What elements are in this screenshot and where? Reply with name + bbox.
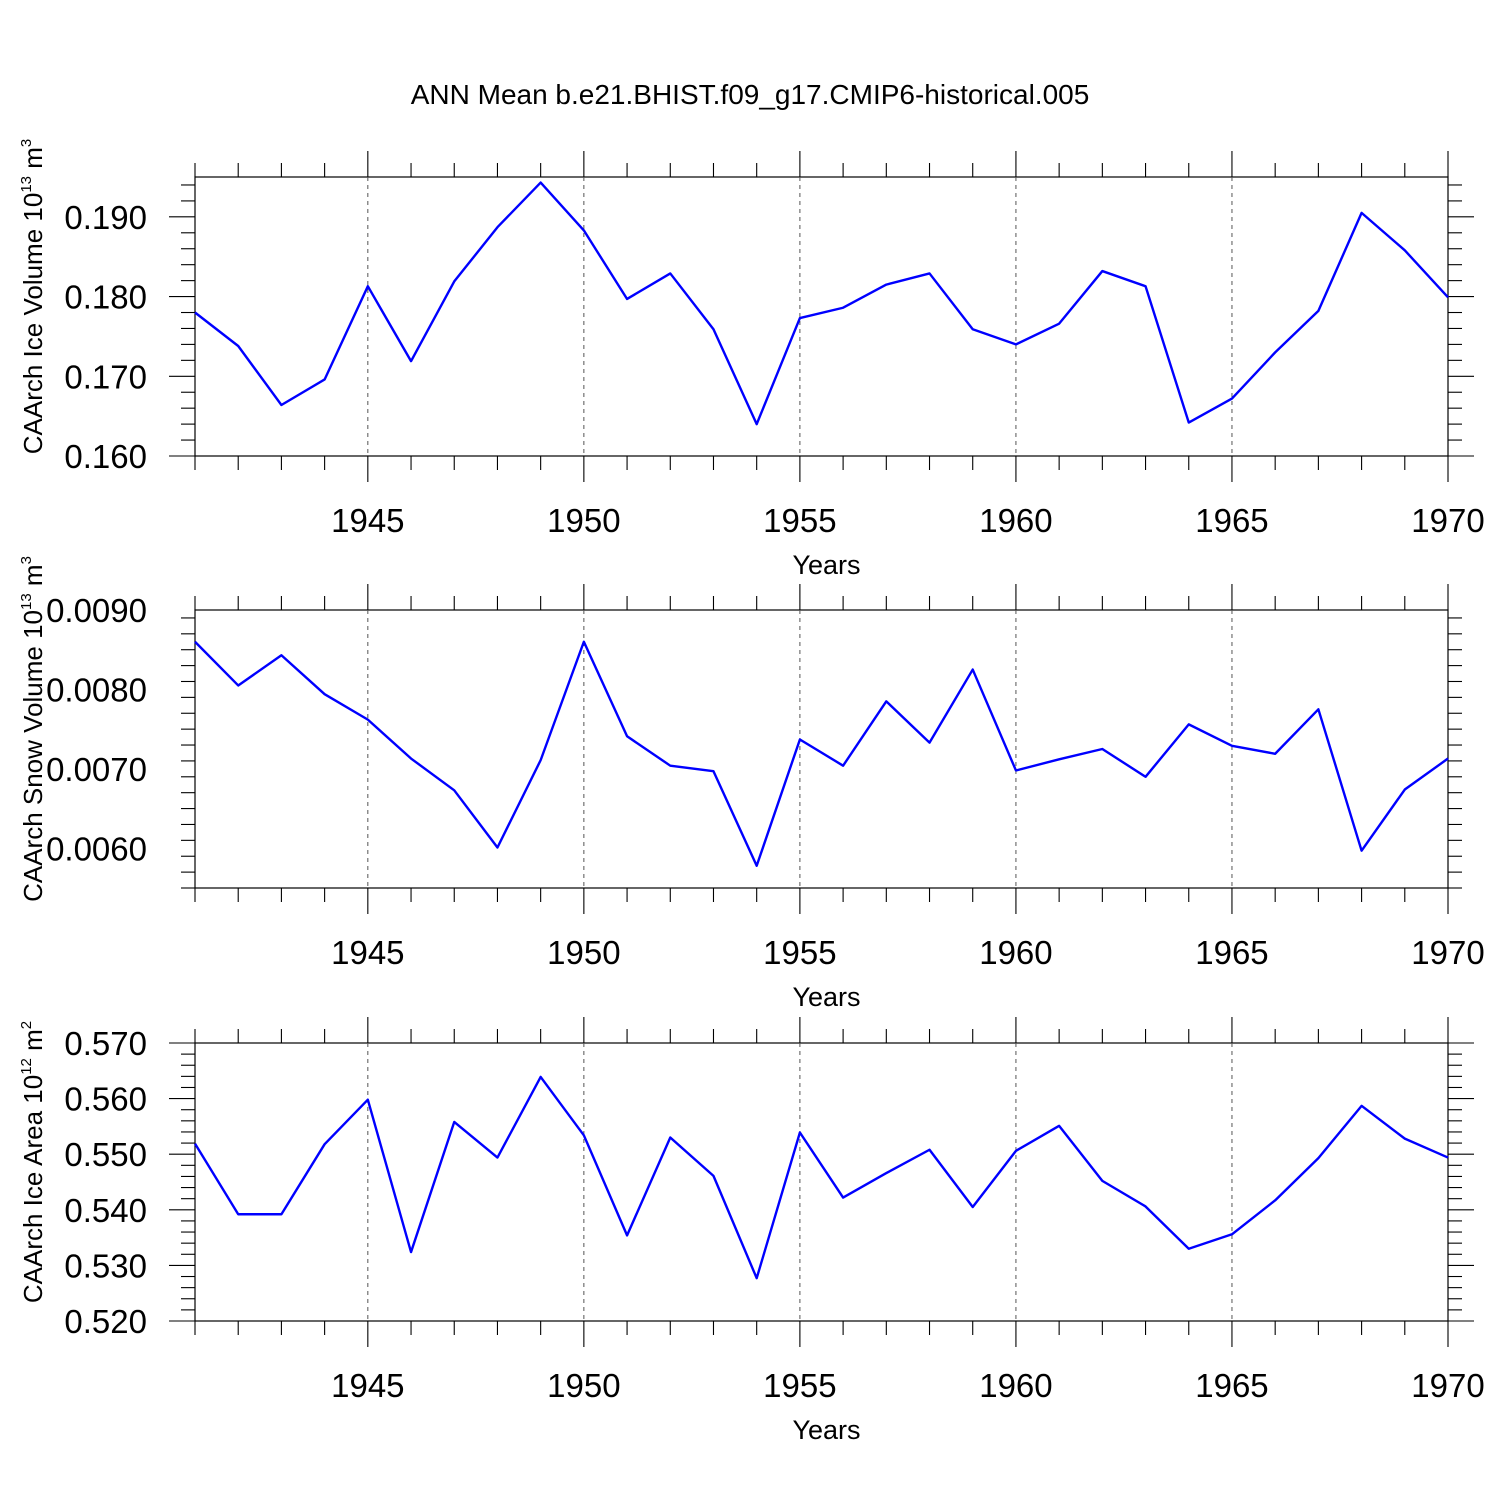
y-tick-label: 0.540 (64, 1192, 147, 1229)
chart-panel-1: 1945 1950 1955 1960 1965 1970 Years 0.160 0.170 0… (18, 139, 1485, 580)
chart-panels: 1945 1950 1955 1960 1965 1970 Years 0.160 0.170 0… (18, 139, 1485, 1445)
series-line (193, 1075, 1449, 1280)
x-tick-label: 1960 (979, 1367, 1052, 1404)
y-tick-label: 0.0090 (46, 592, 147, 629)
chart-title: ANN Mean b.e21.BHIST.f09_g17.CMIP6-histo… (411, 79, 1090, 110)
x-tick-label: 1970 (1411, 934, 1484, 971)
x-axis-label: Years (792, 550, 860, 580)
x-tick-label: 1955 (763, 934, 836, 971)
x-tick-label: 1945 (331, 502, 404, 539)
plot-frame (194, 176, 1449, 457)
y-axis-label-unit: m (18, 147, 48, 176)
y-tick-label: 0.570 (64, 1025, 147, 1062)
y-axis-label-unit-exponent: 2 (18, 1021, 35, 1029)
x-tick-label: 1970 (1411, 1367, 1484, 1404)
y-axis-label-exponent: 12 (18, 1058, 35, 1075)
y-tick-label: 0.560 (64, 1081, 147, 1118)
y-tick-label: 0.0070 (46, 751, 147, 788)
y-tick-label: 0.0080 (46, 671, 147, 708)
y-axis-label: CAArch Ice Volume 1013 m3 (18, 139, 48, 455)
x-tick-label: 1965 (1195, 1367, 1268, 1404)
y-axis-label-unit: m (18, 564, 48, 593)
x-tick-label: 1960 (979, 934, 1052, 971)
plot-frame (194, 609, 1449, 889)
plot-frame (194, 1042, 1449, 1322)
x-tick-label: 1965 (1195, 934, 1268, 971)
x-tick-label: 1970 (1411, 502, 1484, 539)
x-axis-label: Years (792, 982, 860, 1012)
x-tick-label: 1945 (331, 934, 404, 971)
series-line (194, 640, 1449, 867)
y-tick-label: 0.180 (64, 279, 147, 316)
y-tick-label: 0.0060 (46, 830, 147, 867)
chart-panel-2: 1945 1950 1955 1960 1965 1970 Years 0.0060 0.007… (18, 556, 1485, 1012)
y-tick-label: 0.550 (64, 1136, 147, 1173)
y-axis-label-unit-exponent: 3 (18, 139, 35, 147)
chart-panel-3: 1945 1950 1955 1960 1965 1970 Years 0.520 0.530 0… (18, 1017, 1485, 1445)
x-tick-label: 1950 (547, 1367, 620, 1404)
x-axis-label: Years (792, 1415, 860, 1445)
x-tick-label: 1955 (763, 1367, 836, 1404)
x-tick-label: 1950 (547, 934, 620, 971)
y-axis-label-main: CAArch Ice Volume 10 (18, 193, 48, 455)
y-axis-label-exponent: 13 (18, 593, 35, 610)
y-axis-label-unit-exponent: 3 (18, 556, 35, 564)
y-tick-label: 0.190 (64, 199, 147, 236)
x-tick-label: 1955 (763, 502, 836, 539)
y-tick-label: 0.530 (64, 1247, 147, 1284)
x-tick-label: 1965 (1195, 502, 1268, 539)
series-line (194, 181, 1449, 426)
y-axis-label-main: CAArch Ice Area 10 (18, 1075, 48, 1303)
x-tick-label: 1950 (547, 502, 620, 539)
y-axis-label-exponent: 13 (18, 176, 35, 193)
y-tick-label: 0.160 (64, 438, 147, 475)
y-axis-label: CAArch Ice Area 1012 m2 (18, 1021, 48, 1303)
x-tick-label: 1945 (331, 1367, 404, 1404)
y-axis-label: CAArch Snow Volume 1013 m3 (18, 556, 48, 902)
y-axis-label-main: CAArch Snow Volume 10 (18, 610, 48, 902)
y-axis-label-unit: m (18, 1029, 48, 1058)
y-tick-label: 0.170 (64, 358, 147, 395)
x-tick-label: 1960 (979, 502, 1052, 539)
y-tick-label: 0.520 (64, 1303, 147, 1340)
